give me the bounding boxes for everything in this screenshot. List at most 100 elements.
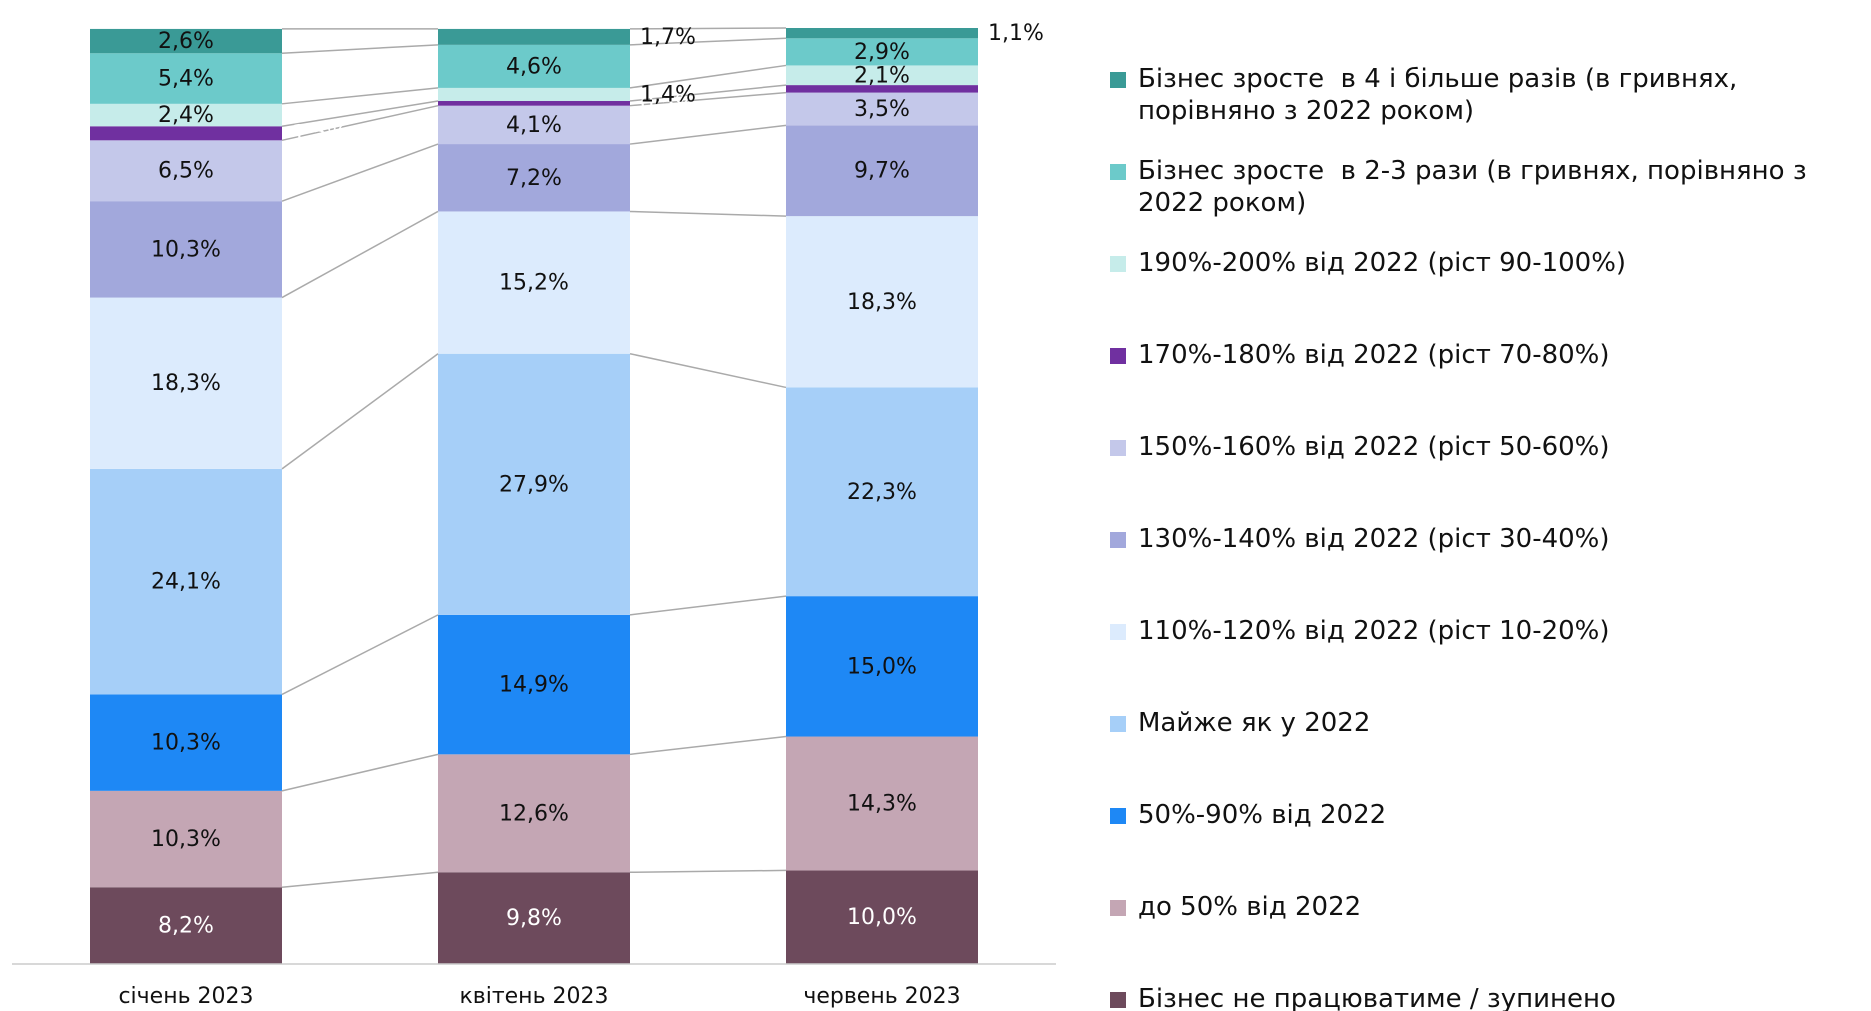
bar-segment	[786, 596, 978, 737]
connector	[629, 869, 787, 874]
legend-swatch	[1110, 348, 1126, 364]
legend-item: 130%-140% від 2022 (ріст 30-40%)	[1110, 523, 1870, 555]
legend-item: 170%-180% від 2022 (ріст 70-80%)	[1110, 339, 1870, 371]
connector	[281, 871, 439, 888]
value-label: 0,8%	[988, 77, 1044, 102]
bar-segment	[786, 387, 978, 597]
chart: 8,2% 10,3% 10,3% 24,1% 18,3% 10,3% 6,5% 1,5% 2,4…	[12, 21, 1056, 1009]
connector	[629, 27, 787, 30]
legend-label: Бізнес не працюватиме / зупинено	[1138, 984, 1616, 1011]
bar-segment	[438, 105, 630, 145]
value-label: 5,4%	[158, 67, 214, 92]
bar-segment	[438, 353, 630, 615]
connector	[629, 84, 787, 102]
value-label: 22,3%	[847, 480, 917, 505]
legend-label: 190%-200% від 2022 (ріст 90-100%)	[1138, 248, 1627, 278]
x-tick-label: червень 2023	[803, 984, 960, 1009]
legend-label: Майже як у 2022	[1138, 708, 1371, 738]
legend-item: Бізнес зросте в 4 і більше разів (в грив…	[1110, 63, 1870, 127]
connector	[629, 352, 787, 389]
value-label: 2,9%	[854, 40, 910, 65]
bar-segment	[786, 65, 978, 86]
connector	[281, 44, 439, 55]
value-label: 6,5%	[158, 159, 214, 184]
connector	[629, 37, 787, 46]
bar-segment	[90, 28, 282, 54]
value-label: 3,5%	[854, 97, 910, 122]
connector	[629, 595, 787, 616]
bar-segment	[786, 736, 978, 871]
legend-item: Майже як у 2022	[1110, 707, 1870, 739]
connector	[281, 87, 439, 105]
value-label: 7,2%	[506, 166, 562, 191]
bar-segment	[438, 87, 630, 102]
legend-item: Бізнес зросте в 2-3 рази (в гривнях, пор…	[1110, 155, 1870, 219]
connector	[629, 64, 787, 89]
x-tick-label: квітень 2023	[459, 984, 608, 1009]
connector	[629, 210, 787, 217]
bar-segment	[438, 754, 630, 873]
legend-swatch	[1110, 256, 1126, 272]
bar-segment	[90, 140, 282, 202]
legend-swatch	[1110, 808, 1126, 824]
bar-segment	[786, 28, 978, 39]
legend-label: до 50% від 2022	[1138, 892, 1362, 922]
value-label: 8,2%	[158, 914, 214, 939]
value-label: 10,3%	[151, 827, 221, 852]
bar-segment	[90, 694, 282, 791]
value-label: 18,3%	[151, 371, 221, 396]
bar-segment	[786, 85, 978, 93]
value-label: 27,9%	[499, 472, 569, 497]
legend-label: 110%-120% від 2022 (ріст 10-20%)	[1138, 616, 1610, 646]
connector	[281, 614, 439, 696]
value-label: 1,4%	[640, 82, 696, 107]
legend-swatch	[1110, 72, 1126, 88]
legend-item: 50%-90% від 2022	[1110, 799, 1870, 831]
value-label: 1,5%	[292, 121, 348, 146]
legend-swatch	[1110, 532, 1126, 548]
legend-label: Бізнес зросте в 4 і більше разів (в грив…	[1138, 64, 1746, 126]
bar-segment	[786, 216, 978, 388]
bar-segment	[90, 887, 282, 964]
bar-segment	[90, 103, 282, 127]
bar-segment	[438, 872, 630, 964]
bar-segment	[786, 38, 978, 66]
legend-swatch	[1110, 992, 1126, 1008]
legend-item: 110%-120% від 2022 (ріст 10-20%)	[1110, 615, 1870, 647]
legend-label: 150%-160% від 2022 (ріст 50-60%)	[1138, 432, 1610, 462]
legend-swatch	[1110, 624, 1126, 640]
legend-item: до 50% від 2022	[1110, 891, 1870, 923]
value-label: 9,8%	[506, 906, 562, 931]
value-label: 1,7%	[640, 25, 696, 50]
x-tick-label: січень 2023	[118, 984, 253, 1009]
legend-swatch	[1110, 716, 1126, 732]
connector	[281, 210, 439, 299]
connector	[281, 753, 439, 792]
legend-label: 170%-180% від 2022 (ріст 70-80%)	[1138, 340, 1610, 370]
value-label: 2,1%	[854, 63, 910, 88]
legend-swatch	[1110, 164, 1126, 180]
value-label: 9,7%	[854, 159, 910, 184]
value-label: 4,1%	[506, 113, 562, 138]
legend-item: 150%-160% від 2022 (ріст 50-60%)	[1110, 431, 1870, 463]
legend-swatch	[1110, 900, 1126, 916]
value-label: 2,4%	[158, 103, 214, 128]
bar-segment	[438, 144, 630, 212]
bar-segment	[90, 468, 282, 695]
value-label: 15,0%	[847, 654, 917, 679]
value-label: 10,3%	[151, 237, 221, 262]
connector	[281, 143, 439, 202]
value-label: 2,6%	[158, 29, 214, 54]
bar-segment	[438, 28, 630, 45]
bar-segment	[90, 790, 282, 888]
bar-segment	[90, 201, 282, 298]
legend-label: 50%-90% від 2022	[1138, 800, 1387, 830]
value-label: 1,1%	[988, 21, 1044, 46]
connector	[281, 104, 439, 142]
bar-segment	[438, 614, 630, 755]
value-label: 24,1%	[151, 570, 221, 595]
legend-item: Бізнес не працюватиме / зупинено	[1110, 983, 1870, 1011]
bar-segment	[786, 125, 978, 217]
value-label: 10,0%	[847, 905, 917, 930]
